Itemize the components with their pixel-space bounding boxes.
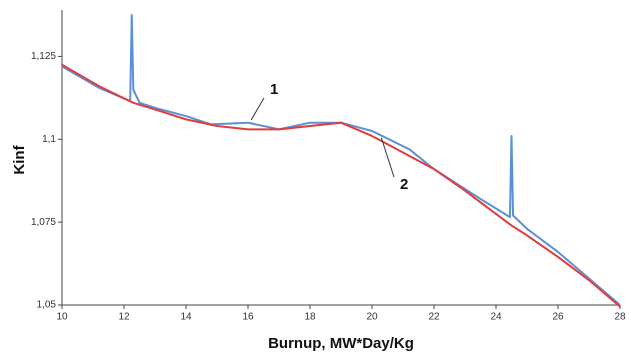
x-tick-label: 20 [366, 312, 378, 323]
annotation: 1 [270, 81, 278, 98]
y-tick-label: 1,125 [31, 51, 56, 62]
x-tick-label: 16 [242, 312, 254, 323]
y-axis-label: Kinf [11, 144, 28, 174]
x-tick-label: 14 [180, 312, 192, 323]
y-tick-label: 1,075 [31, 217, 56, 228]
annotation-leader [380, 137, 395, 178]
x-tick-label: 26 [552, 312, 564, 323]
series-line [61, 63, 621, 308]
x-axis-label: Burnup, MW*Day/Kg [268, 335, 414, 352]
x-tick-label: 10 [56, 312, 68, 323]
annotation: 2 [400, 176, 408, 193]
y-tick-label: 1,1 [42, 134, 56, 145]
y-tick-label: 1,05 [37, 300, 57, 311]
x-tick-label: 24 [490, 312, 502, 323]
x-tick-label: 12 [118, 312, 130, 323]
x-tick-label: 28 [614, 312, 626, 323]
x-tick-label: 18 [304, 312, 316, 323]
annotation-leader [250, 97, 265, 121]
series-line [61, 13, 621, 306]
x-tick-label: 22 [428, 312, 440, 323]
